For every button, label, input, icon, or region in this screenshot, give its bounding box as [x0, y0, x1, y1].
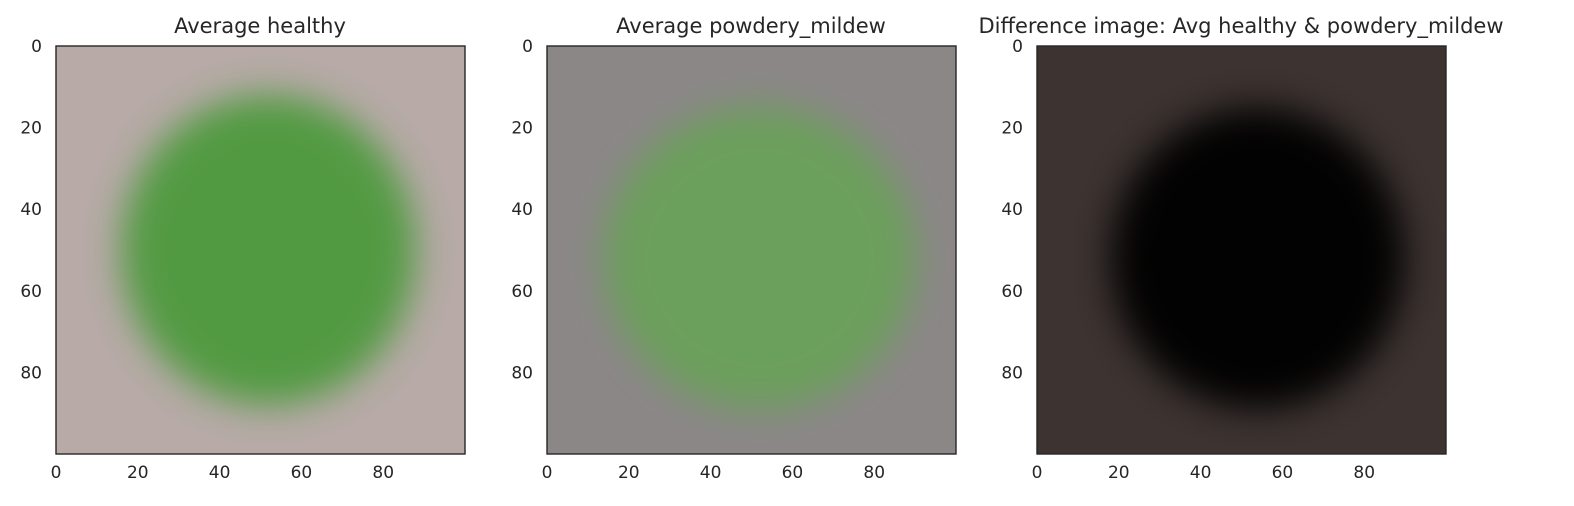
x-tick-label: 80	[1353, 463, 1375, 483]
x-tick-label: 80	[863, 463, 885, 483]
axes-frame	[546, 45, 957, 455]
x-tick-label: 40	[1190, 463, 1212, 483]
y-tick-label: 40	[511, 200, 533, 220]
x-tick-label: 80	[372, 463, 394, 483]
leaf-blob	[604, 107, 916, 410]
x-tick-label: 40	[209, 463, 231, 483]
panel-title: Average healthy	[174, 14, 346, 38]
x-tick-label: 20	[127, 463, 149, 483]
x-tick-label: 0	[1032, 463, 1043, 483]
panel-title: Average powdery_mildew	[616, 14, 886, 39]
y-tick-label: 80	[1001, 363, 1023, 383]
x-tick-label: 60	[291, 463, 313, 483]
axes-frame	[55, 45, 466, 455]
panel-title: Difference image: Avg healthy & powdery_…	[978, 14, 1503, 39]
x-tick-label: 0	[51, 463, 62, 483]
y-tick-label: 40	[1001, 200, 1023, 220]
leaf-blob	[1110, 107, 1406, 410]
panel-2: Average powdery_mildew 0 20 40 60 80 0 20 40 60 80	[511, 14, 957, 483]
y-tick-label: 40	[20, 200, 42, 220]
y-tick-label: 60	[511, 282, 533, 302]
y-tick-label: 20	[20, 119, 42, 139]
x-tick-label: 0	[542, 463, 553, 483]
panel-3: Difference image: Avg healthy & powdery_…	[978, 14, 1503, 483]
y-tick-label: 60	[20, 282, 42, 302]
x-tick-label: 60	[782, 463, 804, 483]
y-tick-label: 0	[1012, 37, 1023, 57]
axes-frame	[1036, 45, 1447, 455]
y-tick-label: 0	[31, 37, 42, 57]
x-tick-label: 40	[700, 463, 722, 483]
panel-1: Average healthy 0 20 40 60 80 0 20 40 60 80	[20, 14, 466, 483]
y-tick-label: 0	[522, 37, 533, 57]
leaf-blob	[121, 94, 416, 406]
y-tick-label: 80	[511, 363, 533, 383]
y-tick-label: 20	[1001, 119, 1023, 139]
x-tick-label: 20	[1108, 463, 1130, 483]
x-tick-label: 60	[1272, 463, 1294, 483]
y-tick-label: 20	[511, 119, 533, 139]
x-tick-label: 20	[618, 463, 640, 483]
y-tick-label: 60	[1001, 282, 1023, 302]
y-tick-label: 80	[20, 363, 42, 383]
